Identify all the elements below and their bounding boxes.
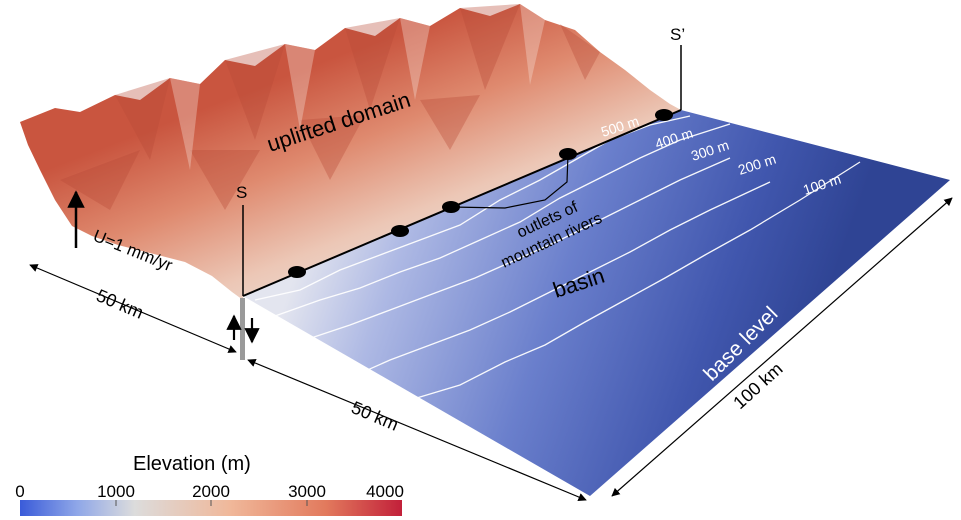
dimension-label-front-width: 50 km [93, 285, 146, 323]
dimension-label-basin-width: 50 km [348, 397, 401, 435]
dimension-arrow-front-width [29, 264, 237, 353]
section-start-label: S [236, 183, 247, 202]
colorbar-tick-0: 0 [15, 482, 24, 501]
colorbar-tick-1000: 1000 [97, 482, 135, 501]
colorbar-tick-2000: 2000 [192, 482, 230, 501]
colorbar-ticks [115, 500, 308, 506]
section-end-label: S’ [670, 25, 685, 44]
outlet-marker [288, 266, 306, 278]
colorbar-tick-4000: 4000 [366, 482, 404, 501]
uplifted-domain-surface [20, 4, 681, 300]
outlet-marker [655, 109, 673, 121]
outlet-marker [391, 225, 409, 237]
colorbar-tick-3000: 3000 [288, 482, 326, 501]
dimension-arrow-basin-width [247, 359, 587, 501]
outlet-leader-lines [450, 153, 569, 209]
dimension-arrow-length [611, 197, 953, 497]
fault-marker [240, 298, 245, 360]
colorbar-title: Elevation (m) [133, 453, 251, 475]
ridge-shading [60, 4, 600, 210]
section-line [242, 109, 682, 297]
ridge-highlights [170, 4, 545, 170]
